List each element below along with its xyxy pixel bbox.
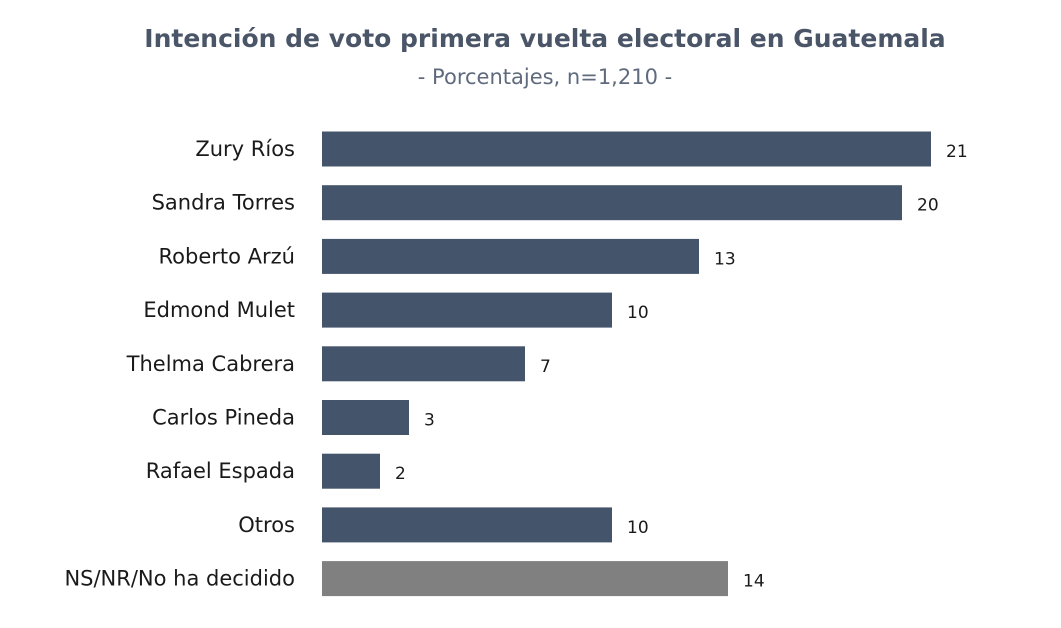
category-label-zury-rios: Zury Ríos — [195, 137, 295, 161]
bar-edmond-mulet — [322, 292, 612, 328]
category-label-rafael-espada: Rafael Espada — [146, 459, 295, 483]
value-label-carlos-pineda: 3 — [424, 411, 435, 431]
bar-rafael-espada — [322, 453, 380, 489]
category-label-edmond-mulet: Edmond Mulet — [143, 298, 295, 322]
category-label-roberto-arzu: Roberto Arzú — [159, 244, 295, 268]
bar-roberto-arzu — [322, 238, 699, 274]
category-label-thelma-cabrera: Thelma Cabrera — [126, 352, 295, 376]
category-label-otros: Otros — [238, 513, 295, 537]
chart-subtitle: - Porcentajes, n=1,210 - — [418, 65, 672, 89]
value-label-sandra-torres: 20 — [917, 196, 939, 216]
value-label-ns-nr-no-ha-decidido: 14 — [743, 572, 765, 592]
bar-zury-rios — [322, 131, 931, 167]
category-label-sandra-torres: Sandra Torres — [152, 191, 295, 215]
bar-sandra-torres — [322, 185, 902, 221]
value-label-otros: 10 — [627, 518, 649, 538]
bars-layer: Zury Ríos 21 Sandra Torres 20 Roberto Arzú 13… — [64, 131, 968, 597]
chart-title: Intención de voto primera vuelta elector… — [144, 24, 945, 53]
bar-carlos-pineda — [322, 400, 409, 435]
value-label-zury-rios: 21 — [946, 142, 968, 162]
category-label-ns-nr-no-ha-decidido: NS/NR/No ha decidido — [64, 567, 295, 591]
value-label-roberto-arzu: 13 — [714, 249, 736, 269]
bar-thelma-cabrera — [322, 346, 525, 382]
value-label-thelma-cabrera: 7 — [540, 357, 551, 377]
value-label-rafael-espada: 2 — [395, 464, 406, 484]
bar-otros — [322, 507, 612, 543]
value-label-edmond-mulet: 10 — [627, 303, 649, 323]
category-label-carlos-pineda: Carlos Pineda — [152, 406, 295, 430]
bar-ns-nr-no-ha-decidido — [322, 561, 728, 597]
